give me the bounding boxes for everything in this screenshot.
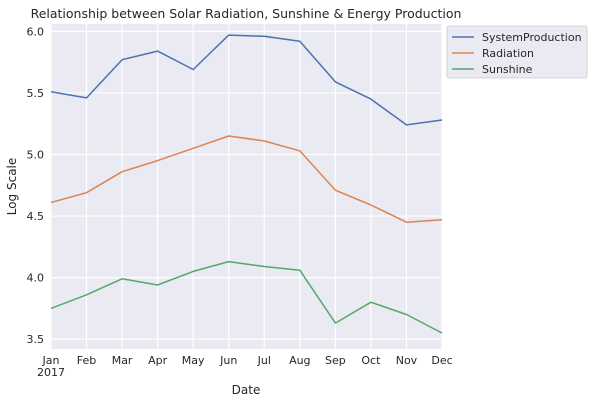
y-tick-label: 5.0 [27, 148, 45, 161]
y-tick-label: 5.5 [27, 87, 45, 100]
x-tick-label: Mar [112, 354, 133, 367]
x-tick-label: Feb [77, 354, 96, 367]
plot-area [51, 24, 442, 349]
x-tick-label: Aug [289, 354, 310, 367]
x-year-label: 2017 [37, 366, 65, 379]
x-tick-label: Nov [396, 354, 418, 367]
x-tick-label: Jun [219, 354, 237, 367]
x-axis-label: Date [232, 383, 261, 397]
x-tick-label: Oct [361, 354, 381, 367]
legend-label: SystemProduction [482, 31, 582, 44]
x-tick-label: Jan [42, 354, 60, 367]
series-lines [50, 34, 443, 334]
legend-label: Sunshine [482, 63, 533, 76]
x-tick-label: May [182, 354, 205, 367]
y-tick-label: 3.5 [27, 333, 45, 346]
x-tick-label: Apr [148, 354, 168, 367]
y-tick-label: 6.0 [27, 25, 45, 38]
grid [50, 24, 443, 349]
legend-box [446, 25, 588, 79]
y-tick-label: 4.5 [27, 210, 45, 223]
x-tick-label: Sep [325, 354, 346, 367]
series-line [50, 260, 443, 334]
series-line [50, 34, 443, 126]
y-axis-label: Log Scale [5, 158, 19, 216]
y-tick-label: 4.0 [27, 272, 45, 285]
series-line [50, 135, 443, 223]
x-tick-labels: Jan Feb Mar Apr May Jun Jul Aug Sep Oct Nov Dec [42, 354, 453, 367]
x-tick-label: Jul [257, 354, 271, 367]
x-tick-label: Dec [431, 354, 452, 367]
legend-label: Radiation [482, 47, 534, 60]
legend: SystemProduction Radiation Sunshine [446, 25, 588, 79]
chart-title: Relationship between Solar Radiation, Su… [31, 6, 462, 21]
y-tick-labels: 3.5 4.0 4.5 5.0 5.5 6.0 [27, 25, 45, 346]
